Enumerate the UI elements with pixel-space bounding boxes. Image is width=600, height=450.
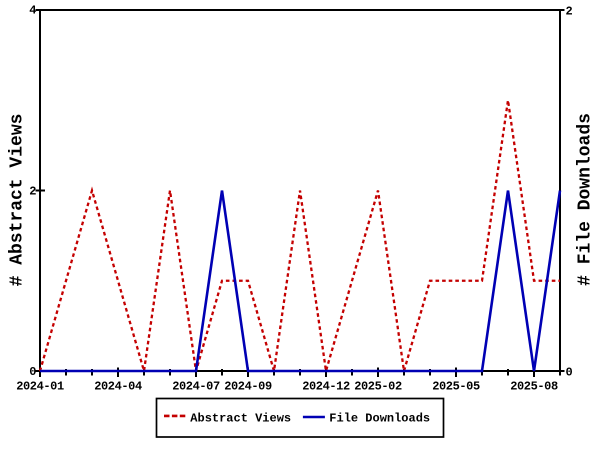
svg-text:# Abstract Views: # Abstract Views (8, 114, 28, 287)
svg-text:Abstract Views: Abstract Views (190, 412, 291, 426)
svg-text:2025-08: 2025-08 (510, 380, 558, 394)
svg-text:2024-09: 2024-09 (224, 380, 272, 394)
svg-text:2: 2 (566, 4, 573, 18)
svg-text:2025-05: 2025-05 (432, 380, 480, 394)
svg-text:2: 2 (29, 185, 36, 199)
svg-text:2025-02: 2025-02 (354, 380, 402, 394)
svg-text:4: 4 (29, 4, 36, 18)
svg-text:2024-01: 2024-01 (16, 380, 64, 394)
svg-text:2024-04: 2024-04 (94, 380, 142, 394)
svg-text:2024-12: 2024-12 (302, 380, 350, 394)
svg-text:# File Downloads: # File Downloads (576, 113, 596, 286)
svg-text:0: 0 (29, 365, 36, 379)
svg-text:File Downloads: File Downloads (329, 412, 430, 426)
svg-text:0: 0 (566, 365, 573, 379)
svg-text:2024-07: 2024-07 (172, 380, 220, 394)
